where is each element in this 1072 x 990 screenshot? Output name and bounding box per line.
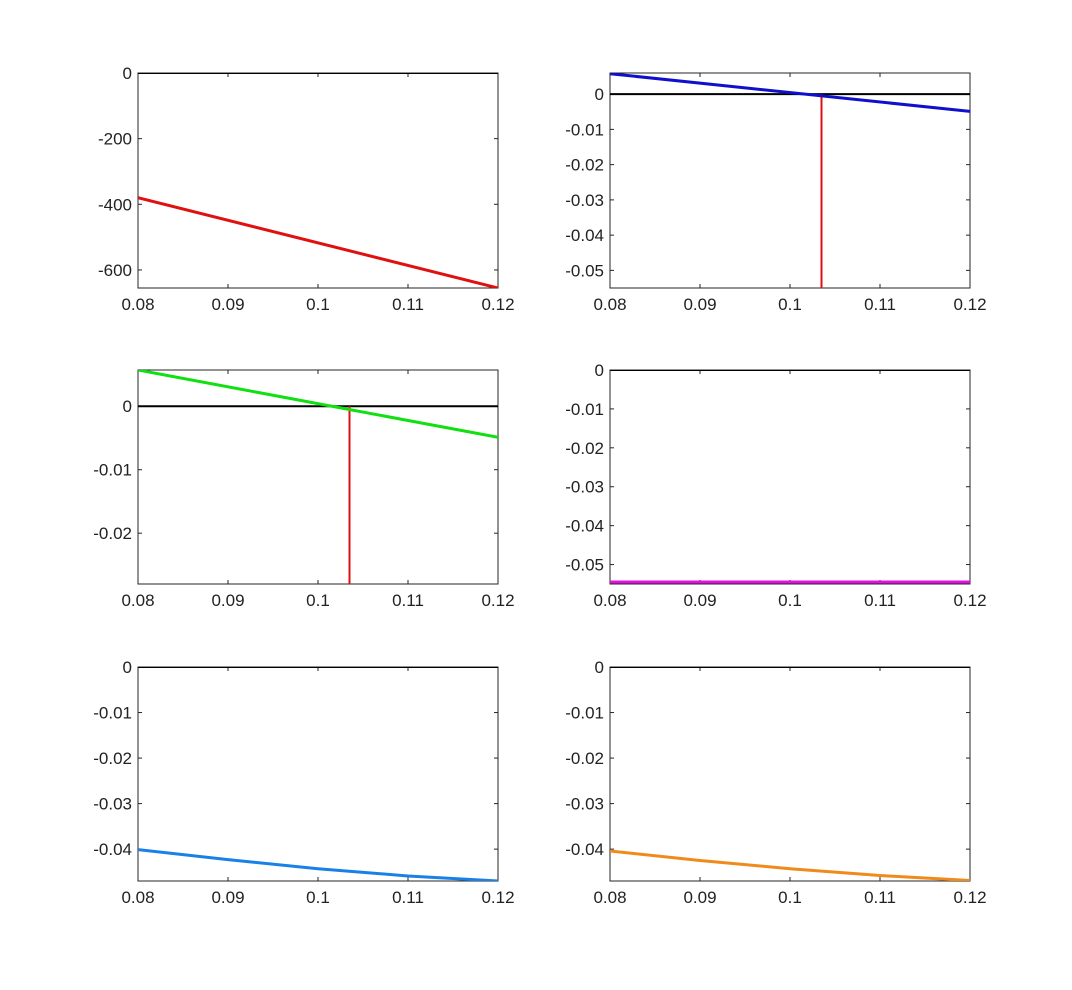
y-tick-label: -0.05 — [565, 556, 604, 575]
x-tick-label: 0.1 — [778, 295, 802, 314]
x-tick-label: 0.1 — [306, 591, 330, 610]
x-tick-label: 0.12 — [953, 295, 986, 314]
y-tick-label: -0.01 — [565, 400, 604, 419]
chart-panel-2: 0.08 0.09 0.1 0.11 0.12 0 -0.01 -0.02 -0.03 -0.04… — [565, 72, 987, 314]
series-line-1 — [138, 848, 498, 881]
y-tick-label: -0.04 — [565, 840, 604, 859]
x-tick-label: 0.09 — [683, 591, 716, 610]
x-tick-label: 0.08 — [121, 591, 154, 610]
x-tick-label: 0.08 — [593, 295, 626, 314]
plot-area — [138, 370, 498, 584]
y-tick-label: -0.03 — [565, 191, 604, 210]
x-tick-label: 0.08 — [593, 591, 626, 610]
y-tick-label: 0 — [595, 658, 604, 677]
plot-box — [609, 666, 971, 882]
y-tick-label: -0.01 — [565, 120, 604, 139]
plot-area — [610, 73, 970, 288]
chart-panel-6: 0.08 0.09 0.1 0.11 0.12 0 -0.01 -0.02 -0.03 -0.04 — [565, 658, 986, 907]
plot-area — [138, 667, 498, 881]
y-tick-label: -0.01 — [93, 461, 132, 480]
y-tick-label: 0 — [123, 64, 132, 83]
x-tick-label: 0.09 — [683, 888, 716, 907]
y-tick-label: -0.02 — [565, 749, 604, 768]
y-tick-label: 0 — [123, 397, 132, 416]
x-tick-label: 0.09 — [211, 295, 244, 314]
y-tick-label: -0.02 — [565, 439, 604, 458]
y-tick-label: 0 — [595, 85, 604, 104]
y-tick-label: -400 — [98, 195, 132, 214]
plot-box — [609, 369, 971, 585]
y-tick-label: -0.05 — [565, 261, 604, 280]
series-line-1 — [610, 73, 970, 113]
x-tick-label: 0.11 — [392, 591, 424, 610]
plot-area — [138, 73, 498, 288]
y-tick-label: -0.02 — [93, 524, 132, 543]
x-tick-label: 0.08 — [121, 295, 154, 314]
x-tick-label: 0.11 — [864, 295, 896, 314]
x-tick-label: 0.1 — [778, 591, 802, 610]
plot-box — [137, 369, 499, 585]
x-tick-label: 0.09 — [211, 591, 244, 610]
series-line-1 — [610, 849, 970, 881]
y-tick-label: -0.03 — [93, 795, 132, 814]
plot-area — [610, 667, 970, 881]
x-tick-label: 0.12 — [953, 591, 986, 610]
plot-area — [610, 370, 970, 584]
x-tick-label: 0.11 — [392, 295, 424, 314]
x-tick-label: 0.12 — [481, 295, 514, 314]
series-line-1 — [138, 370, 498, 439]
y-tick-label: -0.01 — [93, 704, 132, 723]
x-tick-label: 0.12 — [481, 591, 514, 610]
plot-box — [137, 72, 499, 289]
x-tick-label: 0.11 — [864, 591, 896, 610]
series-line-1 — [138, 196, 498, 288]
chart-panel-4: 0.08 0.09 0.1 0.11 0.12 0 -0.01 -0.02 -0.03 -0.04… — [565, 361, 986, 610]
x-tick-label: 0.11 — [864, 888, 896, 907]
y-tick-label: -0.02 — [93, 749, 132, 768]
chart-panel-1: 0.08 0.09 0.1 0.11 0.12 0 -200 -400 -600 — [98, 64, 515, 314]
y-tick-label: 0 — [123, 658, 132, 677]
x-tick-label: 0.12 — [481, 888, 514, 907]
x-tick-label: 0.09 — [683, 295, 716, 314]
y-tick-label: -0.04 — [565, 517, 604, 536]
chart-panel-5: 0.08 0.09 0.1 0.11 0.12 0 -0.01 -0.02 -0.03 -0.04 — [93, 658, 514, 907]
x-tick-label: 0.09 — [211, 888, 244, 907]
y-tick-label: -200 — [98, 130, 132, 149]
x-tick-label: 0.11 — [392, 888, 424, 907]
y-tick-label: -0.03 — [565, 795, 604, 814]
y-tick-label: -600 — [98, 261, 132, 280]
x-tick-label: 0.1 — [306, 295, 330, 314]
x-tick-label: 0.08 — [593, 888, 626, 907]
x-tick-label: 0.08 — [121, 888, 154, 907]
y-tick-label: -0.02 — [565, 156, 604, 175]
y-tick-label: -0.03 — [565, 478, 604, 497]
x-tick-label: 0.1 — [306, 888, 330, 907]
x-tick-label: 0.1 — [778, 888, 802, 907]
y-tick-label: 0 — [595, 361, 604, 380]
plot-box — [137, 666, 499, 882]
y-tick-label: -0.04 — [565, 226, 604, 245]
chart-panel-3: 0.08 0.09 0.1 0.11 0.12 0 -0.01 -0.02 — [93, 369, 515, 610]
y-tick-label: -0.01 — [565, 704, 604, 723]
x-tick-label: 0.12 — [953, 888, 986, 907]
y-tick-label: -0.04 — [93, 840, 132, 859]
